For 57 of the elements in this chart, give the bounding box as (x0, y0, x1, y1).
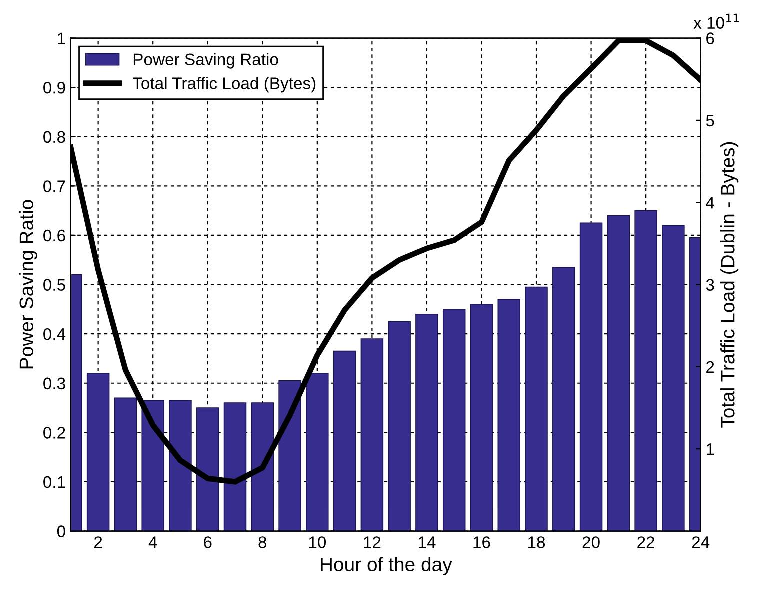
y-tick-label: 1 (58, 32, 66, 44)
bar (388, 321, 411, 532)
x-tick-label: 12 (364, 536, 381, 548)
text: x 10$^{11}$ (694, 14, 739, 29)
x-tick-label: 4 (148, 536, 158, 548)
x-tick-label: 8 (258, 536, 267, 548)
bar (442, 309, 466, 532)
x-tick-label: 20 (582, 536, 600, 548)
y-tick-label: 0 (57, 526, 66, 538)
x-tick-label: 22 (638, 536, 654, 548)
x-tick-label: 2 (94, 536, 102, 548)
bar (196, 408, 220, 532)
bar (470, 304, 494, 532)
y-axis-title: Power Saving Ratio (19, 200, 38, 369)
bar (278, 380, 302, 532)
bar (86, 373, 110, 532)
x-tick-label: 14 (418, 536, 436, 548)
y-tick-label: 0.9 (44, 82, 66, 94)
bar (580, 222, 603, 532)
bar (333, 350, 356, 532)
y-tick-label: 0.8 (44, 131, 66, 144)
bar (251, 402, 274, 532)
bar (114, 398, 138, 532)
bar (525, 286, 548, 532)
bar (607, 215, 630, 532)
y-tick-label: 0.1 (44, 476, 66, 488)
bar (416, 314, 438, 532)
y-tick-label: 0.2 (44, 427, 66, 439)
bar (634, 210, 658, 532)
y-tick-label: 0.6 (44, 230, 66, 242)
x-tick-label: 6 (204, 536, 212, 548)
bar (142, 400, 164, 532)
bar (498, 299, 521, 532)
bar (662, 225, 685, 532)
bar (552, 267, 576, 532)
y2-tick-label: 2 (706, 361, 714, 373)
bar (169, 400, 192, 532)
bar (360, 338, 384, 532)
x-tick-label: 18 (528, 536, 546, 548)
y2-tick-label: 4 (706, 197, 714, 209)
y2-axis-title: Total Traffic Load (Dublin - Bytes) (720, 142, 739, 428)
y2-tick-label: 3 (706, 279, 714, 291)
y-tick-label: 0.7 (44, 180, 66, 192)
legend-label: Total Traffic Load (Bytes) (132, 77, 316, 93)
x-axis-title: Hour of the day (321, 557, 452, 576)
bar (224, 402, 247, 532)
bar (306, 373, 329, 532)
y2-tick-label: 6 (706, 32, 714, 44)
y-tick-label: 0.5 (44, 279, 66, 291)
x-tick-label: 24 (692, 536, 710, 548)
x-tick-label: 16 (474, 536, 490, 548)
legend-label: Power Saving Ratio (134, 53, 278, 69)
y-tick-label: 0.4 (44, 328, 66, 340)
y2-tick-label: 5 (706, 115, 714, 127)
y2-tick-label: 1 (706, 444, 714, 456)
x-tick-label: 10 (309, 536, 326, 548)
y-tick-label: 0.3 (44, 378, 66, 390)
